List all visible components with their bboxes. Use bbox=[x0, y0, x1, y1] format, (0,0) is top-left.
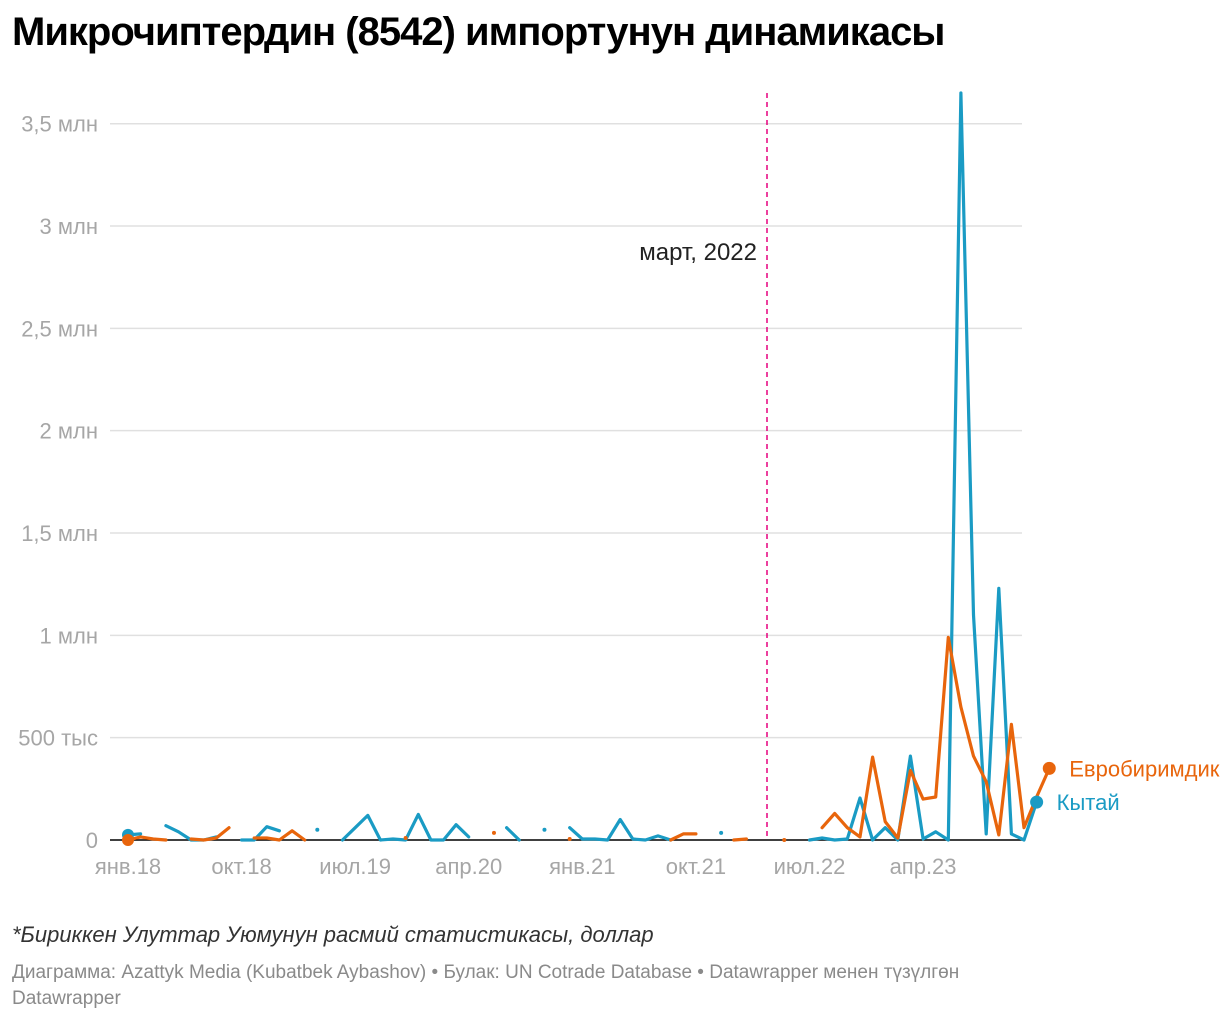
y-tick-label: 2 млн bbox=[40, 419, 98, 444]
x-tick-label: июл.22 bbox=[774, 854, 846, 879]
data-point bbox=[315, 827, 320, 832]
series-line-Кытай bbox=[126, 91, 1039, 842]
y-tick-label: 1 млн bbox=[40, 623, 98, 648]
x-tick-label: апр.23 bbox=[890, 854, 957, 879]
data-point bbox=[542, 827, 547, 832]
x-tick-label: июл.19 bbox=[319, 854, 391, 879]
y-tick-label: 3 млн bbox=[40, 214, 98, 239]
series-end-label: Кытай bbox=[1057, 790, 1120, 815]
annotation: март, 2022 bbox=[639, 93, 768, 840]
x-axis-labels: янв.18 окт.18 июл.19 апр.20 янв.21 окт.21 июл.… bbox=[95, 854, 957, 879]
chart-notes: *Бириккен Улуттар Уюмунун расмий статист… bbox=[12, 922, 654, 947]
chart-title: Микрочиптердин (8542) импортунун динамик… bbox=[12, 10, 945, 54]
series-end-dot bbox=[1042, 761, 1056, 775]
credit-line: Диаграмма: Azattyk Media (Kubatbek Aybas… bbox=[12, 962, 960, 983]
gridlines bbox=[110, 122, 1022, 841]
y-tick-label: 3,5 млн bbox=[21, 112, 98, 137]
x-tick-label: апр.20 bbox=[435, 854, 502, 879]
annotation-label: март, 2022 bbox=[639, 239, 757, 266]
series-line-Евробиримдик bbox=[126, 635, 1051, 842]
y-tick-label: 500 тыс bbox=[18, 726, 98, 751]
data-point bbox=[782, 838, 787, 842]
x-tick-label: окт.18 bbox=[211, 854, 271, 879]
chart-credit: Диаграмма: Azattyk Media (Kubatbek Aybas… bbox=[12, 960, 1162, 1012]
y-axis-labels: 0 500 тыс 1 млн 1,5 млн 2 млн 2,5 млн 3 млн 3,5… bbox=[18, 112, 98, 853]
series-start-dot bbox=[122, 834, 134, 846]
x-tick-label: янв.21 bbox=[549, 854, 615, 879]
y-tick-label: 0 bbox=[86, 828, 98, 853]
credit-line-2: Datawrapper bbox=[12, 988, 121, 1009]
series-end-labels: Кытай Евробиримдик bbox=[1030, 756, 1220, 815]
x-tick-label: янв.18 bbox=[95, 854, 161, 879]
data-point bbox=[403, 835, 408, 840]
series-end-label: Евробиримдик bbox=[1069, 756, 1219, 781]
y-tick-label: 2,5 млн bbox=[21, 316, 98, 341]
data-point bbox=[567, 836, 572, 841]
y-tick-label: 1,5 млн bbox=[21, 521, 98, 546]
series-end-dot bbox=[1030, 795, 1044, 809]
data-point bbox=[491, 830, 496, 835]
x-tick-label: окт.21 bbox=[666, 854, 726, 879]
data-point bbox=[719, 830, 724, 835]
series-lines bbox=[122, 91, 1051, 846]
